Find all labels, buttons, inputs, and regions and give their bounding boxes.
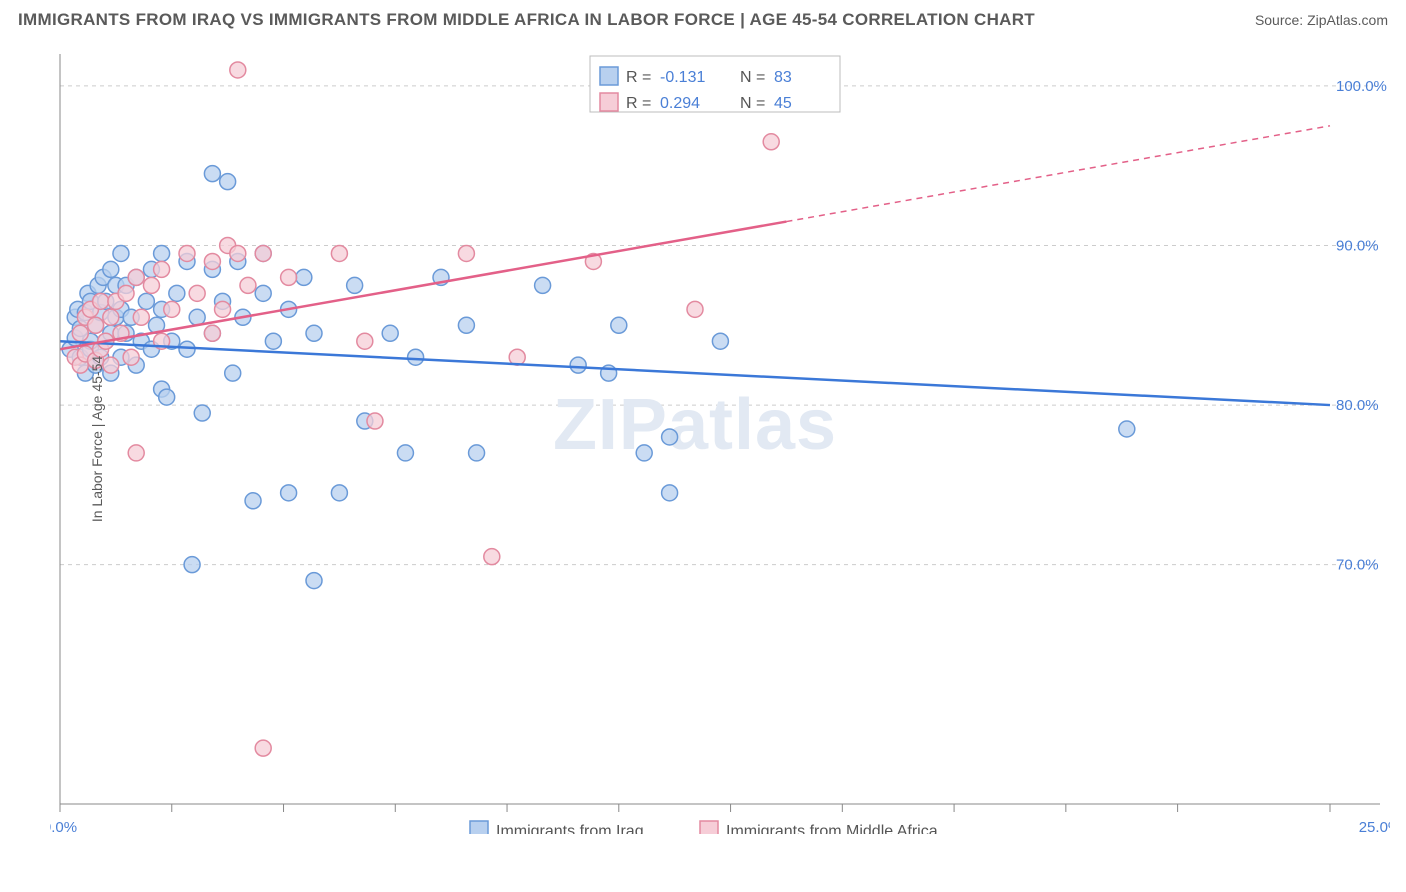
data-point — [72, 325, 88, 341]
data-point — [184, 557, 200, 573]
data-point — [662, 485, 678, 501]
legend-n-value: 83 — [774, 69, 792, 86]
x-tick-label: 0.0% — [50, 819, 77, 834]
legend-n-label: N = — [740, 69, 765, 86]
source-label: Source: ZipAtlas.com — [1255, 12, 1388, 28]
legend-r-value: -0.131 — [660, 69, 705, 86]
legend-n-value: 45 — [774, 95, 792, 112]
data-point — [357, 333, 373, 349]
data-point — [230, 245, 246, 261]
data-point — [636, 445, 652, 461]
data-point — [204, 166, 220, 182]
data-point — [225, 365, 241, 381]
y-tick-label: 90.0% — [1336, 237, 1379, 254]
legend-n-label: N = — [740, 95, 765, 112]
data-point — [255, 740, 271, 756]
data-point — [164, 301, 180, 317]
data-point — [88, 317, 104, 333]
watermark: ZIPatlas — [553, 385, 837, 465]
data-point — [230, 62, 246, 78]
data-point — [179, 245, 195, 261]
data-point — [331, 245, 347, 261]
data-point — [113, 245, 129, 261]
trend-line-extrapolated — [786, 126, 1330, 222]
data-point — [118, 285, 134, 301]
data-point — [245, 493, 261, 509]
data-point — [1119, 421, 1135, 437]
chart-area: In Labor Force | Age 45-54 70.0% 80.0% 90.… — [50, 44, 1390, 834]
data-point — [469, 445, 485, 461]
data-point — [662, 429, 678, 445]
data-point — [611, 317, 627, 333]
data-point — [159, 389, 175, 405]
data-point — [281, 485, 297, 501]
legend-swatch — [600, 93, 618, 111]
legend-swatch — [470, 821, 488, 834]
data-point — [458, 245, 474, 261]
data-point — [408, 349, 424, 365]
data-point — [204, 253, 220, 269]
y-axis-label: In Labor Force | Age 45-54 — [89, 356, 105, 522]
data-point — [306, 325, 322, 341]
data-point — [154, 261, 170, 277]
legend-swatch — [600, 67, 618, 85]
data-point — [179, 341, 195, 357]
legend-series-label: Immigrants from Middle Africa — [726, 823, 938, 834]
data-point — [138, 293, 154, 309]
data-point — [687, 301, 703, 317]
data-point — [123, 349, 139, 365]
y-tick-label: 100.0% — [1336, 78, 1387, 95]
data-point — [103, 357, 119, 373]
legend-r-value: 0.294 — [660, 95, 700, 112]
data-point — [189, 285, 205, 301]
trend-line — [60, 222, 786, 350]
data-point — [331, 485, 347, 501]
data-point — [296, 269, 312, 285]
data-point — [484, 549, 500, 565]
y-tick-label: 80.0% — [1336, 397, 1379, 414]
data-point — [763, 134, 779, 150]
data-point — [458, 317, 474, 333]
data-point — [570, 357, 586, 373]
legend-swatch — [700, 821, 718, 834]
data-point — [397, 445, 413, 461]
data-point — [204, 325, 220, 341]
data-point — [367, 413, 383, 429]
data-point — [535, 277, 551, 293]
data-point — [382, 325, 398, 341]
data-point — [194, 405, 210, 421]
data-point — [128, 269, 144, 285]
data-point — [169, 285, 185, 301]
data-point — [265, 333, 281, 349]
legend-r-label: R = — [626, 95, 651, 112]
y-tick-label: 70.0% — [1336, 557, 1379, 574]
data-point — [133, 309, 149, 325]
data-point — [220, 174, 236, 190]
data-point — [306, 573, 322, 589]
data-point — [281, 269, 297, 285]
data-point — [347, 277, 363, 293]
legend-r-label: R = — [626, 69, 651, 86]
data-point — [93, 293, 109, 309]
data-point — [255, 245, 271, 261]
legend-series-label: Immigrants from Iraq — [496, 823, 644, 834]
chart-title: IMMIGRANTS FROM IRAQ VS IMMIGRANTS FROM … — [18, 10, 1035, 30]
data-point — [240, 277, 256, 293]
data-point — [255, 285, 271, 301]
data-point — [154, 245, 170, 261]
data-point — [103, 261, 119, 277]
data-point — [215, 301, 231, 317]
data-point — [103, 309, 119, 325]
x-tick-label: 25.0% — [1359, 819, 1390, 834]
data-point — [128, 445, 144, 461]
data-point — [712, 333, 728, 349]
data-point — [143, 277, 159, 293]
scatter-chart: 70.0% 80.0% 90.0% 100.0% ZIPatlas 0.0% 25.0% R … — [50, 44, 1390, 834]
